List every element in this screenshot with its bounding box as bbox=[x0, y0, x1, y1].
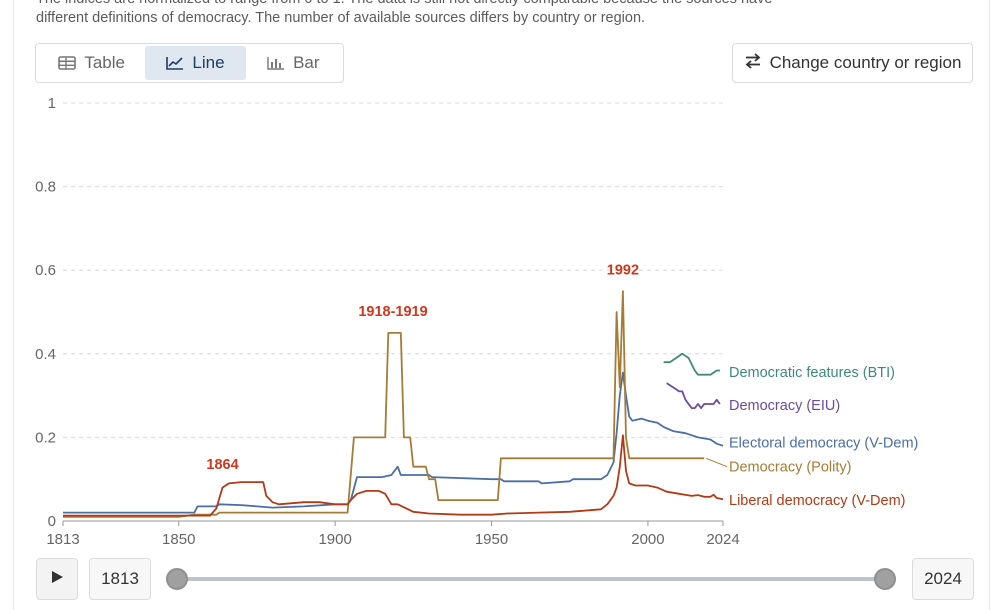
chart-subtitle: The indices are normalized to range from… bbox=[36, 0, 936, 28]
timeline-end-handle[interactable] bbox=[874, 568, 896, 590]
series-line-democracy-polity bbox=[63, 290, 705, 518]
timeline-end-year[interactable]: 2024 bbox=[912, 558, 974, 600]
x-tick-label: 1850 bbox=[162, 531, 195, 548]
timeline-start-year[interactable]: 1813 bbox=[89, 558, 151, 600]
view-tabs: Table Line Bar bbox=[35, 43, 344, 83]
series-label: Democracy (Polity) bbox=[729, 460, 851, 476]
series-line-democratic-features-bti bbox=[663, 352, 720, 376]
annotation-label: 1864 bbox=[206, 457, 238, 473]
y-tick-label: 1 bbox=[48, 95, 56, 112]
y-tick-label: 0 bbox=[48, 513, 56, 530]
y-tick-label: 0.6 bbox=[35, 262, 56, 279]
series-label: Democratic features (BTI) bbox=[729, 365, 895, 381]
subtitle-line-1: The indices are normalized to range from… bbox=[36, 0, 936, 9]
series-label: Electoral democracy (V-Dem) bbox=[729, 435, 918, 451]
tab-bar-label: Bar bbox=[293, 53, 320, 72]
play-icon bbox=[50, 570, 64, 589]
x-tick-label: 2000 bbox=[631, 531, 664, 548]
tab-bar[interactable]: Bar bbox=[246, 46, 341, 80]
line-chart-icon bbox=[166, 56, 184, 70]
x-tick-label: 1813 bbox=[46, 531, 79, 548]
chart-card bbox=[13, 0, 990, 610]
series-label: Liberal democracy (V-Dem) bbox=[729, 493, 905, 509]
x-tick-label: 1900 bbox=[318, 531, 351, 548]
series-label: Democracy (EIU) bbox=[729, 398, 840, 414]
play-button[interactable] bbox=[36, 558, 78, 600]
change-country-button[interactable]: Change country or region bbox=[732, 43, 973, 83]
series-line-electoral-democracy-v-dem bbox=[63, 371, 724, 514]
y-tick-label: 0.8 bbox=[35, 179, 56, 196]
subtitle-line-2: different definitions of democracy. The … bbox=[36, 10, 646, 26]
tab-table-label: Table bbox=[84, 53, 125, 72]
y-tick-label: 0.2 bbox=[35, 429, 56, 446]
tab-line-label: Line bbox=[192, 53, 225, 72]
timeline-track[interactable] bbox=[176, 577, 885, 581]
x-tick-label: 1950 bbox=[475, 531, 508, 548]
line-chart: 0 0.2 0.4 0.6 0.8 1 1813 1850 1900 1950 2000 2024 D… bbox=[35, 95, 918, 548]
annotation-label: 1992 bbox=[607, 262, 639, 278]
series-line-democracy-eiu bbox=[666, 382, 721, 409]
series-line-liberal-democracy-v-dem bbox=[63, 434, 724, 517]
change-country-label: Change country or region bbox=[769, 53, 962, 72]
swap-arrows-icon bbox=[744, 52, 762, 74]
annotation-label: 1918-1919 bbox=[358, 304, 427, 320]
timeline-start-handle[interactable] bbox=[166, 568, 188, 590]
tab-line[interactable]: Line bbox=[145, 46, 246, 80]
x-tick-label: 2024 bbox=[706, 531, 739, 548]
bar-chart-icon bbox=[267, 56, 285, 70]
y-tick-label: 0.4 bbox=[35, 346, 56, 363]
table-icon bbox=[58, 56, 77, 70]
series-leader-line bbox=[706, 457, 728, 468]
tab-table[interactable]: Table bbox=[38, 46, 145, 80]
